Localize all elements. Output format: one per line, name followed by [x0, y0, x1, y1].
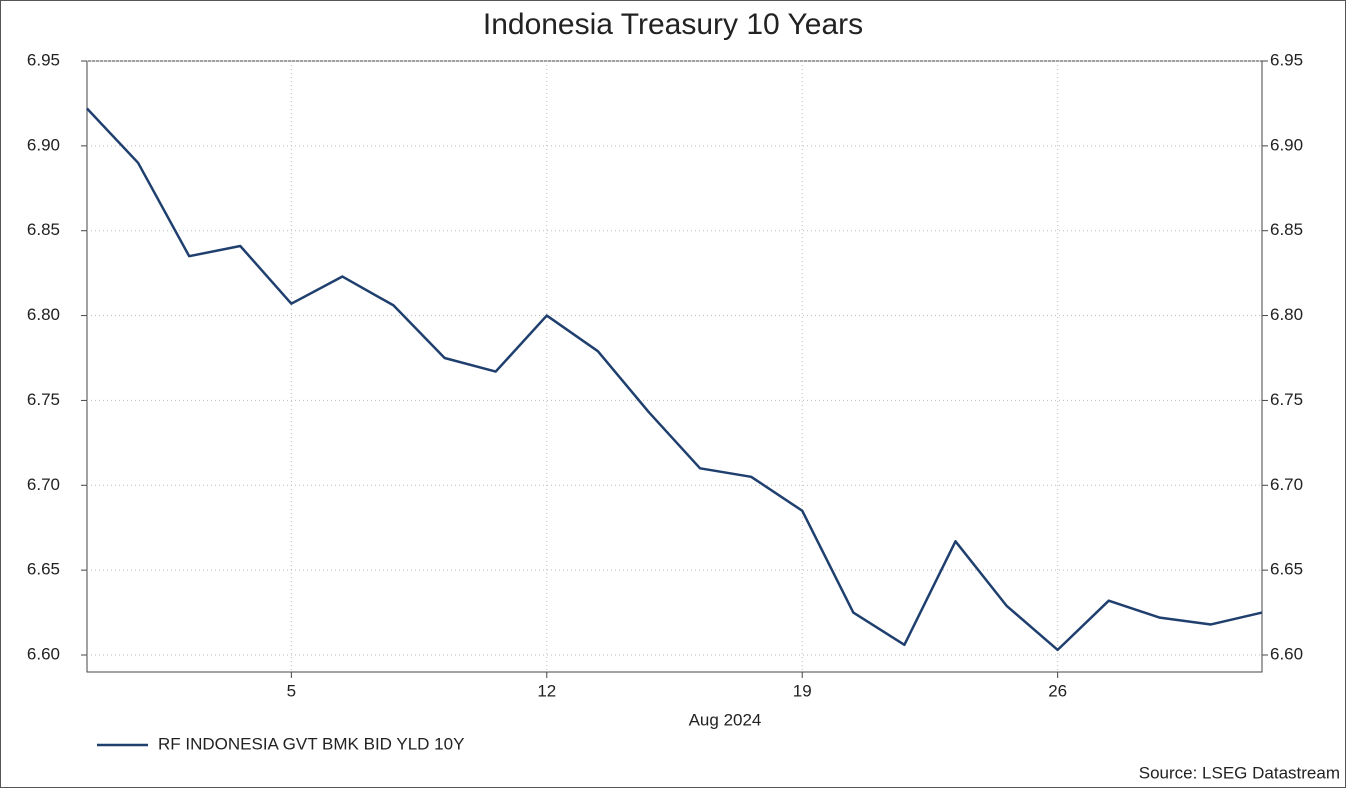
y2-tick-label: 6.85 — [1270, 220, 1303, 239]
line-series — [86, 107, 1263, 652]
y2-tick-label: 6.60 — [1270, 644, 1303, 663]
y-tick-label: 6.60 — [27, 644, 60, 663]
y-tick-label: 6.95 — [27, 50, 60, 69]
x-tick-label: 19 — [793, 681, 812, 700]
y-tick-label: 6.85 — [27, 220, 60, 239]
y2-tick-label: 6.70 — [1270, 475, 1303, 494]
y2-tick-label: 6.95 — [1270, 50, 1303, 69]
y-tick-label: 6.70 — [27, 475, 60, 494]
y2-tick-label: 6.75 — [1270, 390, 1303, 409]
source: Source: LSEG Datastream — [1139, 763, 1340, 782]
x-tick-label: 12 — [537, 681, 556, 700]
y2-tick-label: 6.65 — [1270, 560, 1303, 579]
y-tick-label: 6.75 — [27, 390, 60, 409]
legend-label: RF INDONESIA GVT BMK BID YLD 10Y — [158, 734, 464, 753]
plot-area — [86, 60, 1263, 673]
y2-tick-label: 6.80 — [1270, 305, 1303, 324]
x-axis-label: Aug 2024 — [689, 710, 762, 729]
chart-title: Indonesia Treasury 10 Years — [483, 8, 863, 41]
y-tick-label: 6.80 — [27, 305, 60, 324]
x-tick-label: 26 — [1048, 681, 1067, 700]
y-tick-label: 6.90 — [27, 135, 60, 154]
y-tick-label: 6.65 — [27, 560, 60, 579]
y2-tick-label: 6.90 — [1270, 135, 1303, 154]
x-tick-label: 5 — [287, 681, 296, 700]
